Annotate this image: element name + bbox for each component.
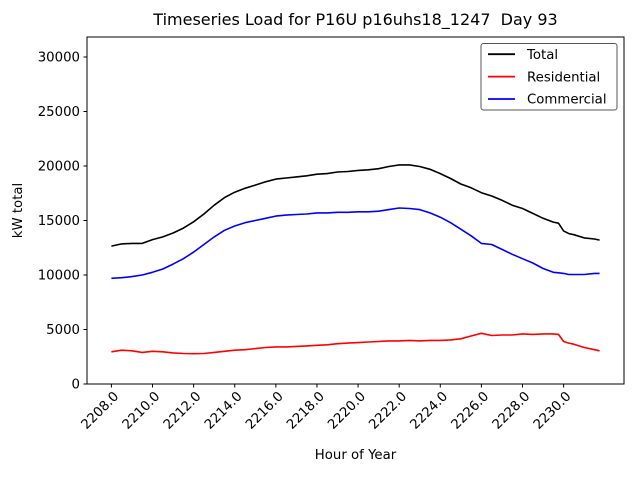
plot-frame	[86, 36, 625, 385]
x-tick-label: 2224.0	[408, 389, 452, 433]
y-tick-label: 30000	[38, 51, 80, 66]
x-tick-label: 2230.0	[531, 389, 575, 433]
x-tick-label: 2228.0	[490, 389, 534, 433]
legend-label-commercial: Commercial	[527, 93, 607, 108]
legend-item: Commercial	[488, 93, 607, 108]
x-tick-label: 2216.0	[243, 389, 287, 433]
x-tick-label: 2226.0	[449, 389, 493, 433]
series-line-residential	[111, 332, 600, 355]
y-tick-label: 5000	[46, 323, 80, 338]
y-tick-label: 20000	[38, 160, 80, 175]
y-tick-label: 15000	[38, 214, 80, 229]
x-tick-label: 2214.0	[202, 389, 246, 433]
y-tick-label: 0	[72, 378, 80, 393]
x-tick-label: 2212.0	[161, 389, 205, 433]
x-tick-label: 2220.0	[325, 389, 369, 433]
x-tick-label: 2208.0	[79, 389, 123, 433]
x-tick-label: 2210.0	[120, 389, 164, 433]
legend: Total Residential Commercial	[480, 43, 618, 111]
series-line-total	[111, 164, 600, 247]
y-tick-label: 25000	[38, 105, 80, 120]
legend-label-residential: Residential	[527, 70, 600, 85]
y-axis-label: kW total	[11, 183, 26, 238]
chart-title: Timeseries Load for P16U p16uhs18_1247 D…	[152, 10, 557, 30]
y-tick-label: 10000	[38, 269, 80, 284]
legend-label-total: Total	[526, 48, 558, 63]
legend-item: Total	[488, 48, 558, 63]
x-tick-label: 2218.0	[284, 389, 328, 433]
x-tick-label: 2222.0	[366, 389, 410, 433]
series-line-commercial	[111, 207, 600, 280]
x-axis-label: Hour of Year	[315, 448, 397, 463]
legend-item: Residential	[488, 70, 600, 85]
legend-box	[480, 43, 618, 111]
